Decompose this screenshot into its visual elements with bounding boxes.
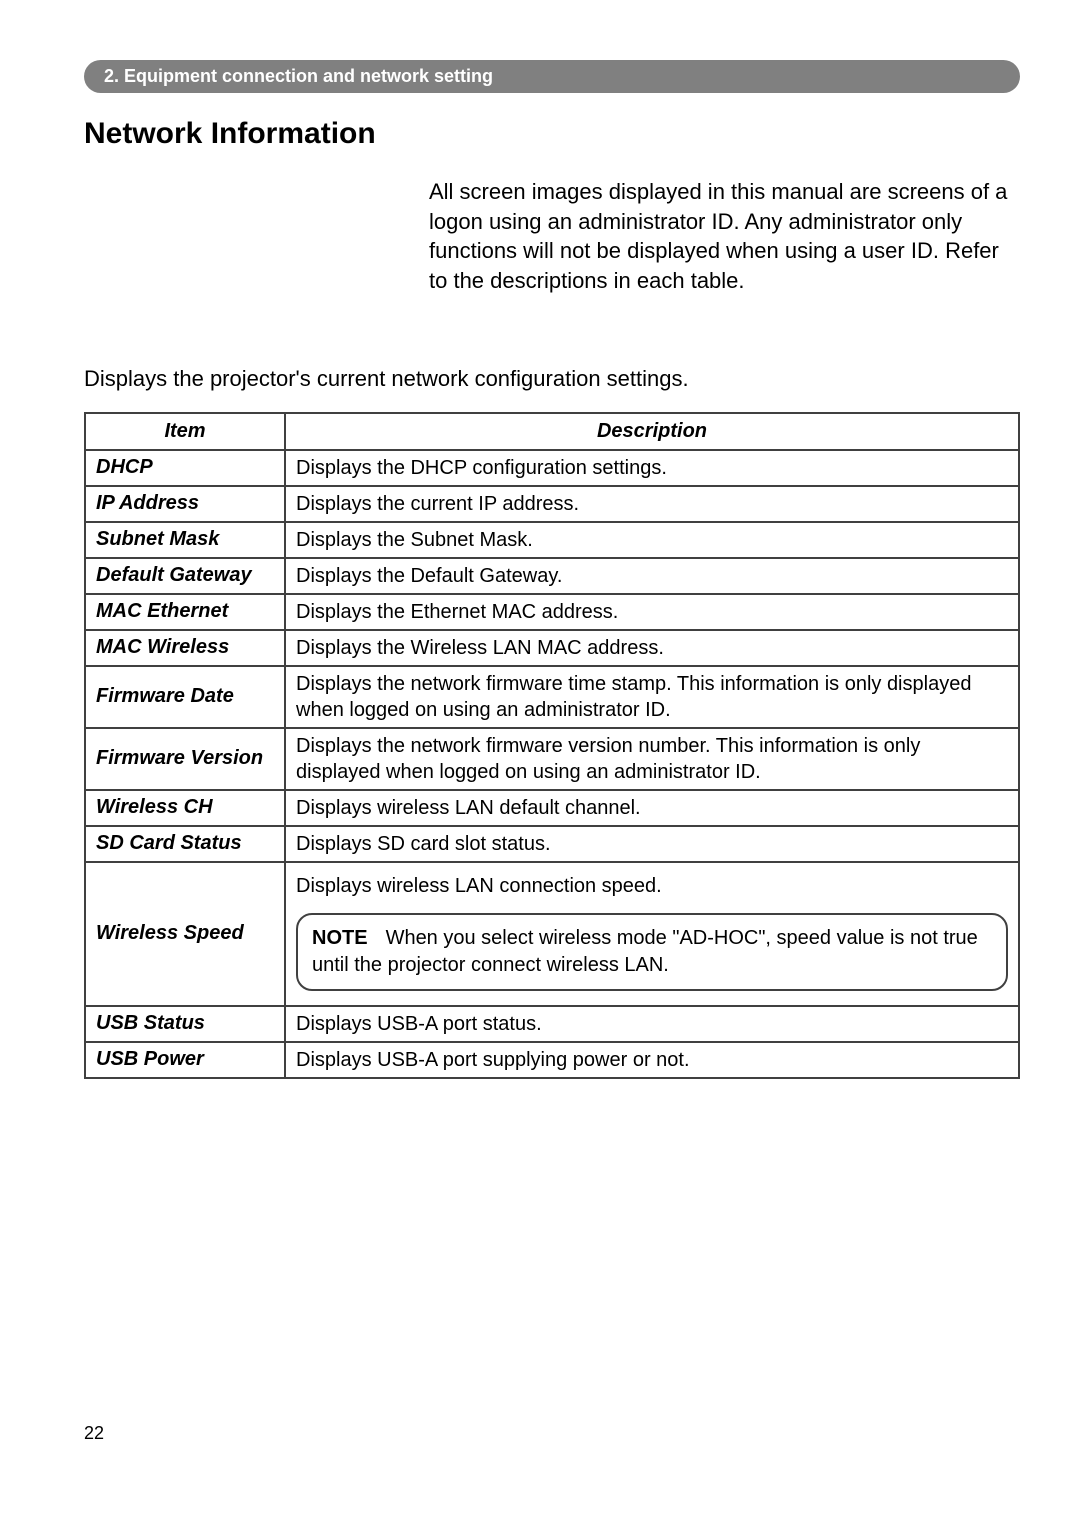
item-description: Displays the network firmware time stamp… — [285, 666, 1019, 728]
subtitle-text: Displays the projector's current network… — [84, 366, 1020, 392]
item-description: Displays wireless LAN default channel. — [285, 790, 1019, 826]
item-name: Wireless CH — [85, 790, 285, 826]
item-description: Displays wireless LAN connection speed. — [296, 873, 1008, 899]
table-row: Wireless Speed Displays wireless LAN con… — [85, 862, 1019, 1006]
item-description: Displays the Wireless LAN MAC address. — [285, 630, 1019, 666]
table-row: USB Power Displays USB-A port supplying … — [85, 1042, 1019, 1078]
item-name: MAC Ethernet — [85, 594, 285, 630]
item-name: MAC Wireless — [85, 630, 285, 666]
item-name: USB Power — [85, 1042, 285, 1078]
col-header-description: Description — [285, 413, 1019, 450]
table-row: DHCP Displays the DHCP configuration set… — [85, 450, 1019, 486]
item-name: Subnet Mask — [85, 522, 285, 558]
item-description: Displays SD card slot status. — [285, 826, 1019, 862]
note-text: When you select wireless mode "AD-HOC", … — [312, 927, 978, 976]
item-description-with-note: Displays wireless LAN connection speed. … — [285, 862, 1019, 1006]
table-row: IP Address Displays the current IP addre… — [85, 486, 1019, 522]
item-description: Displays the current IP address. — [285, 486, 1019, 522]
section-header-bar: 2. Equipment connection and network sett… — [84, 60, 1020, 93]
note-box: NOTEWhen you select wireless mode "AD-HO… — [296, 913, 1008, 991]
item-description: Displays the Subnet Mask. — [285, 522, 1019, 558]
table-row: Default Gateway Displays the Default Gat… — [85, 558, 1019, 594]
col-header-item: Item — [85, 413, 285, 450]
table-row: SD Card Status Displays SD card slot sta… — [85, 826, 1019, 862]
item-name: Firmware Date — [85, 666, 285, 728]
item-name: Firmware Version — [85, 728, 285, 790]
intro-paragraph: All screen images displayed in this manu… — [429, 177, 1020, 296]
item-description: Displays the Ethernet MAC address. — [285, 594, 1019, 630]
table-row: Wireless CH Displays wireless LAN defaul… — [85, 790, 1019, 826]
table-row: Subnet Mask Displays the Subnet Mask. — [85, 522, 1019, 558]
page-title: Network Information — [84, 117, 1020, 151]
item-description: Displays USB-A port status. — [285, 1006, 1019, 1042]
item-name: USB Status — [85, 1006, 285, 1042]
item-name: Default Gateway — [85, 558, 285, 594]
item-description: Displays USB-A port supplying power or n… — [285, 1042, 1019, 1078]
item-name: SD Card Status — [85, 826, 285, 862]
section-header-text: 2. Equipment connection and network sett… — [104, 66, 493, 86]
network-info-table: Item Description DHCP Displays the DHCP … — [84, 412, 1020, 1079]
item-description: Displays the network firmware version nu… — [285, 728, 1019, 790]
item-name: DHCP — [85, 450, 285, 486]
table-row: Firmware Date Displays the network firmw… — [85, 666, 1019, 728]
item-description: Displays the DHCP configuration settings… — [285, 450, 1019, 486]
item-name: Wireless Speed — [85, 862, 285, 1006]
table-row: USB Status Displays USB-A port status. — [85, 1006, 1019, 1042]
table-row: MAC Wireless Displays the Wireless LAN M… — [85, 630, 1019, 666]
note-label: NOTE — [312, 927, 368, 949]
table-row: Firmware Version Displays the network fi… — [85, 728, 1019, 790]
page-number: 22 — [84, 1423, 104, 1444]
item-description: Displays the Default Gateway. — [285, 558, 1019, 594]
table-row: MAC Ethernet Displays the Ethernet MAC a… — [85, 594, 1019, 630]
item-name: IP Address — [85, 486, 285, 522]
